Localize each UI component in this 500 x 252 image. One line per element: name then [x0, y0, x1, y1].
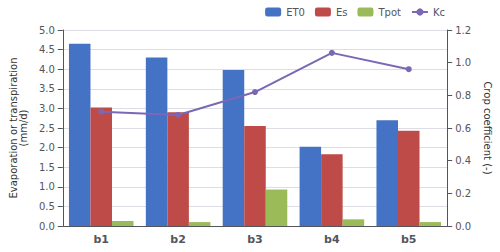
- svg-text:0.0: 0.0: [455, 221, 471, 232]
- svg-text:Evaporation or transpiration: Evaporation or transpiration: [7, 57, 19, 199]
- svg-text:0.8: 0.8: [455, 90, 471, 101]
- svg-text:2.5: 2.5: [39, 123, 55, 134]
- svg-text:b4: b4: [324, 233, 340, 246]
- svg-text:3.0: 3.0: [39, 103, 55, 114]
- svg-text:ET0: ET0: [286, 7, 305, 18]
- svg-text:4.0: 4.0: [39, 64, 55, 75]
- svg-text:b1: b1: [93, 233, 109, 246]
- svg-text:0.6: 0.6: [455, 123, 471, 134]
- svg-text:1.0: 1.0: [39, 181, 55, 192]
- svg-text:Kc: Kc: [433, 7, 445, 18]
- svg-text:1.2: 1.2: [455, 25, 471, 36]
- svg-text:2.0: 2.0: [39, 142, 55, 153]
- svg-text:b3: b3: [247, 233, 263, 246]
- svg-text:0.0: 0.0: [39, 221, 55, 232]
- svg-text:0.2: 0.2: [455, 188, 471, 199]
- svg-text:Es: Es: [336, 7, 348, 18]
- svg-text:3.5: 3.5: [39, 83, 55, 94]
- svg-text:b5: b5: [401, 233, 417, 246]
- svg-text:b2: b2: [170, 233, 186, 246]
- svg-text:Tpot: Tpot: [377, 7, 401, 18]
- svg-text:1.0: 1.0: [455, 57, 471, 68]
- svg-text:Crop coefficient (-): Crop coefficient (-): [482, 81, 493, 174]
- svg-text:(mm/d): (mm/d): [18, 109, 29, 146]
- svg-text:0.5: 0.5: [39, 201, 55, 212]
- svg-text:1.5: 1.5: [39, 162, 55, 173]
- svg-text:5.0: 5.0: [39, 25, 55, 36]
- svg-text:0.4: 0.4: [455, 155, 471, 166]
- svg-text:4.5: 4.5: [39, 44, 55, 55]
